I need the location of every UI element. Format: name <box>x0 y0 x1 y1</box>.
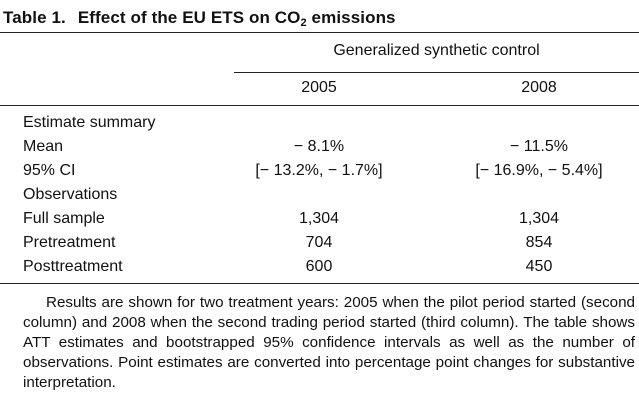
cell-pretreatment-2008: 854 <box>525 234 553 251</box>
row-label-mean: Mean <box>23 138 64 155</box>
table-title-tail: emissions <box>306 8 396 27</box>
cell-full-sample-2008: 1,304 <box>518 210 560 227</box>
cell-posttreatment-2008: 450 <box>525 258 553 275</box>
cell-mean-2005: − 8.1% <box>293 138 345 155</box>
table-number: Table 1. <box>3 8 66 27</box>
table-title-subscript: 2 <box>300 17 307 29</box>
table-note: Results are shown for two treatment year… <box>23 294 635 391</box>
row-label-observations: Observations <box>23 186 118 203</box>
table-title: Table 1. Effect of the EU ETS on CO2 emis… <box>3 8 396 29</box>
row-label-estimate-summary: Estimate summary <box>23 114 156 131</box>
cell-full-sample-2005: 1,304 <box>298 210 340 227</box>
cell-mean-2008: − 11.5% <box>510 138 568 155</box>
cell-posttreatment-2005: 600 <box>305 258 333 275</box>
row-label-ci: 95% CI <box>23 162 76 179</box>
column-header-2008: 2008 <box>521 79 557 96</box>
cell-ci-2008: [− 16.9%, − 5.4%] <box>475 162 603 179</box>
column-header-2005: 2005 <box>301 79 337 96</box>
bottom-rule <box>0 283 639 284</box>
header-rule <box>0 105 639 106</box>
row-label-pretreatment: Pretreatment <box>23 234 116 251</box>
cell-pretreatment-2005: 704 <box>305 234 333 251</box>
row-label-full-sample: Full sample <box>23 210 105 227</box>
group-rule <box>234 72 639 73</box>
cell-ci-2005: [− 13.2%, − 1.7%] <box>255 162 383 179</box>
table-title-text: Effect of the EU ETS on CO <box>77 8 301 27</box>
group-header: Generalized synthetic control <box>333 42 540 59</box>
row-label-posttreatment: Posttreatment <box>23 258 123 275</box>
top-rule <box>0 32 639 33</box>
